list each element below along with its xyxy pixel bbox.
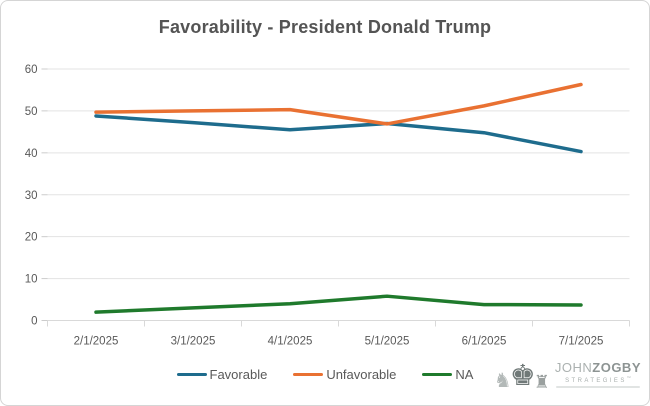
chess-knight-icon: ♞	[493, 369, 512, 392]
y-axis-label-10: 10	[25, 274, 38, 286]
legend-label-favorable: Favorable	[209, 367, 268, 382]
legend-label-unfavorable: Unfavorable	[326, 367, 397, 382]
legend-swatch-favorable	[176, 373, 207, 376]
legend-item-na: NA	[422, 367, 473, 382]
logo-name-john: JOHN	[554, 360, 593, 376]
y-axis-label-0: 0	[31, 316, 37, 328]
y-axis-label-50: 50	[25, 106, 38, 118]
y-axis-label-60: 60	[25, 64, 38, 76]
chess-king-icon: ♚	[509, 359, 536, 392]
logo-name: JOHNZOGBY	[555, 361, 641, 375]
series-line-na	[94, 294, 583, 314]
y-axis-label-30: 30	[25, 190, 38, 202]
x-axis-label-3/1/2025: 3/1/2025	[171, 336, 216, 348]
x-axis-label-7/1/2025: 7/1/2025	[559, 336, 604, 348]
chess-rook-icon: ♜	[533, 371, 550, 392]
legend-label-na: NA	[455, 367, 474, 382]
x-axis-label-6/1/2025: 6/1/2025	[462, 336, 507, 348]
logo-subtitle-text: STRATEGIES	[565, 377, 627, 384]
legend-item-favorable: Favorable	[176, 367, 268, 382]
chart-legend: Favorable Unfavorable NA	[1, 367, 649, 382]
x-axis-label-2/1/2025: 2/1/2025	[74, 336, 119, 348]
logo-subtitle: STRATEGIES™	[565, 374, 631, 384]
legend-swatch-na	[422, 373, 453, 376]
legend-item-unfavorable: Unfavorable	[293, 367, 396, 382]
logo-name-zogby: ZOGBY	[592, 360, 641, 376]
y-axis-label-20: 20	[25, 232, 38, 244]
series-line-favorable	[94, 114, 583, 154]
x-axis-label-5/1/2025: 5/1/2025	[365, 336, 410, 348]
y-axis-label-40: 40	[25, 148, 38, 160]
chess-pieces-logo-mark: ♞ ♚ ♜	[493, 359, 550, 392]
logo-tagline-illegible	[555, 385, 640, 388]
series-line-unfavorable	[94, 82, 583, 126]
john-zogby-strategies-logo: ♞ ♚ ♜ JOHNZOGBY STRATEGIES™	[493, 353, 641, 399]
x-axis-label-4/1/2025: 4/1/2025	[268, 336, 313, 348]
trademark-symbol: ™	[626, 374, 631, 380]
logo-text-block: JOHNZOGBY STRATEGIES™	[555, 361, 641, 391]
legend-swatch-unfavorable	[293, 373, 324, 376]
chart-title: Favorability - President Donald Trump	[158, 17, 492, 37]
